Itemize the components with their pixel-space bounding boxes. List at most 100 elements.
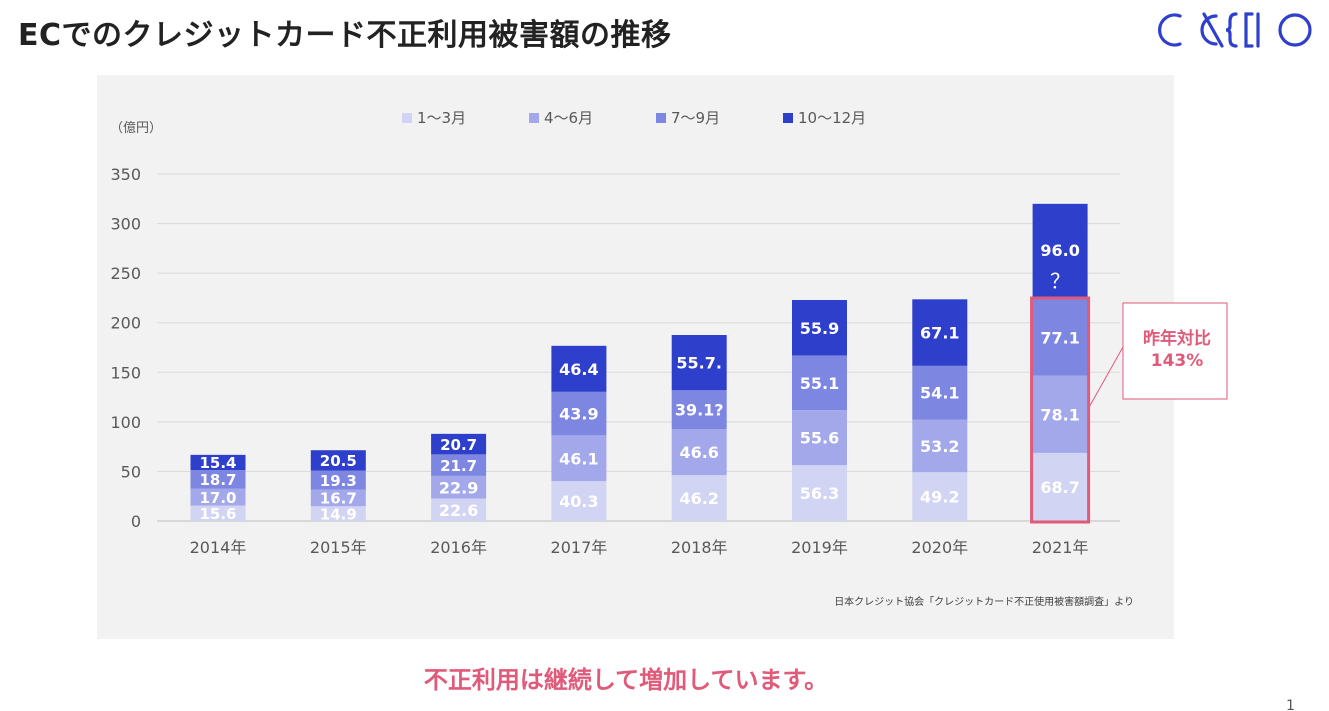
bar-segment: [792, 465, 847, 521]
caxio-logo: [1158, 12, 1312, 48]
bar-segment: [1032, 203, 1088, 300]
data-label: 54.1: [920, 384, 959, 403]
y-unit-label: （億円）: [110, 120, 162, 136]
legend-swatch: [402, 113, 412, 123]
y-tick-label: 350: [110, 165, 141, 184]
bar-segment: [190, 488, 246, 506]
data-label: 46.4: [559, 360, 598, 379]
y-tick-label: 100: [110, 413, 141, 432]
data-label: 43.9: [559, 405, 598, 424]
callout-text: 143%: [1151, 351, 1204, 371]
data-label: 55.6: [800, 429, 839, 448]
bar-segment: [792, 355, 847, 411]
data-label: 49.2: [920, 488, 959, 507]
x-tick-label: 2020年: [911, 538, 968, 557]
estimate-mark: ？: [1050, 269, 1070, 293]
x-tick-label: 2018年: [671, 538, 728, 557]
source-note: 日本クレジット協会「クレジットカード不正使用被害額調査」より: [834, 595, 1134, 608]
bar-segment: [310, 470, 366, 490]
data-label: 20.7: [440, 436, 477, 454]
bar-segment: [551, 435, 607, 482]
data-label: 78.1: [1040, 405, 1079, 424]
data-label: 40.3: [559, 492, 598, 511]
data-label: 77.1: [1040, 328, 1079, 347]
data-label: 16.7: [320, 490, 357, 508]
bar-segment: [912, 419, 968, 473]
data-label: 21.7: [440, 457, 477, 475]
x-tick-label: 2016年: [430, 538, 487, 557]
data-label: 19.3: [320, 472, 357, 490]
legend-swatch: [656, 113, 666, 123]
y-tick-label: 0: [131, 512, 141, 531]
legend-label: 4〜6月: [544, 109, 593, 127]
bar-segment: [551, 481, 607, 521]
data-label: 22.9: [439, 478, 478, 497]
bar-segment: [912, 365, 968, 420]
legend-label: 7〜9月: [671, 109, 720, 127]
data-label: 55.1: [800, 374, 839, 393]
x-tick-label: 2019年: [791, 538, 848, 557]
slide-title: ECでのクレジットカード不正利用被害額の推移: [18, 18, 672, 53]
data-label: 15.6: [199, 505, 236, 523]
callout-text: 昨年対比: [1143, 328, 1211, 349]
bar-segment: [912, 472, 968, 521]
bar-segment: [190, 470, 246, 489]
legend-swatch: [783, 113, 793, 123]
bar-segment: [310, 450, 366, 471]
data-label: 68.7: [1040, 478, 1079, 497]
data-label: 14.9: [320, 505, 357, 523]
tagline: 不正利用は継続して増加しています。: [423, 666, 829, 694]
y-tick-label: 150: [110, 363, 141, 382]
data-label: 56.3: [800, 484, 839, 503]
bar-segment: [551, 391, 607, 436]
data-label: 22.6: [439, 501, 478, 520]
bar-segment: [431, 454, 487, 476]
bar-segment: [190, 454, 246, 471]
callout-box: [1122, 302, 1228, 400]
y-tick-label: 200: [110, 314, 141, 333]
bar-segment: [310, 506, 366, 521]
data-label: 96.0: [1040, 241, 1079, 260]
data-label: 46.1: [559, 449, 598, 468]
bar-segment: [1032, 375, 1088, 453]
bar-segment: [190, 505, 246, 521]
data-label: 67.1: [920, 324, 959, 343]
data-label: 17.0: [199, 489, 236, 507]
bar-segment: [551, 345, 607, 392]
y-tick-label: 250: [110, 264, 141, 283]
bar-segment: [912, 299, 968, 366]
bar-segment: [1032, 299, 1088, 376]
y-tick-label: 50: [121, 462, 141, 481]
bar-segment: [671, 335, 727, 391]
bar-segment: [671, 390, 727, 429]
x-tick-label: 2017年: [551, 538, 608, 557]
callout-connector: [1088, 346, 1124, 409]
legend-label: 1〜3月: [417, 109, 466, 127]
page-number: 1: [1286, 698, 1295, 711]
data-label: 55.9: [800, 319, 839, 338]
bar-segment: [792, 300, 847, 356]
highlight-box: [1030, 296, 1091, 524]
data-label: 39.1?: [675, 401, 724, 420]
x-tick-label: 2021年: [1032, 538, 1089, 557]
bar-segment: [431, 475, 487, 499]
data-label: 53.2: [920, 437, 959, 456]
bar-segment: [431, 498, 487, 521]
bar-segment: [671, 428, 727, 476]
legend-swatch: [529, 113, 539, 123]
bar-segment: [1032, 452, 1088, 521]
data-label: 18.7: [199, 471, 236, 489]
bar-segment: [431, 433, 487, 455]
x-tick-label: 2015年: [310, 538, 367, 557]
bar-segment: [310, 489, 366, 507]
data-label: 46.6: [679, 443, 718, 462]
data-label: 55.7.: [676, 354, 722, 373]
x-tick-label: 2014年: [190, 538, 247, 557]
bar-segment: [671, 475, 727, 521]
data-label: 46.2: [679, 489, 718, 508]
bar-segment: [792, 410, 847, 466]
data-label: 15.4: [199, 454, 236, 472]
legend-label: 10〜12月: [798, 109, 866, 127]
